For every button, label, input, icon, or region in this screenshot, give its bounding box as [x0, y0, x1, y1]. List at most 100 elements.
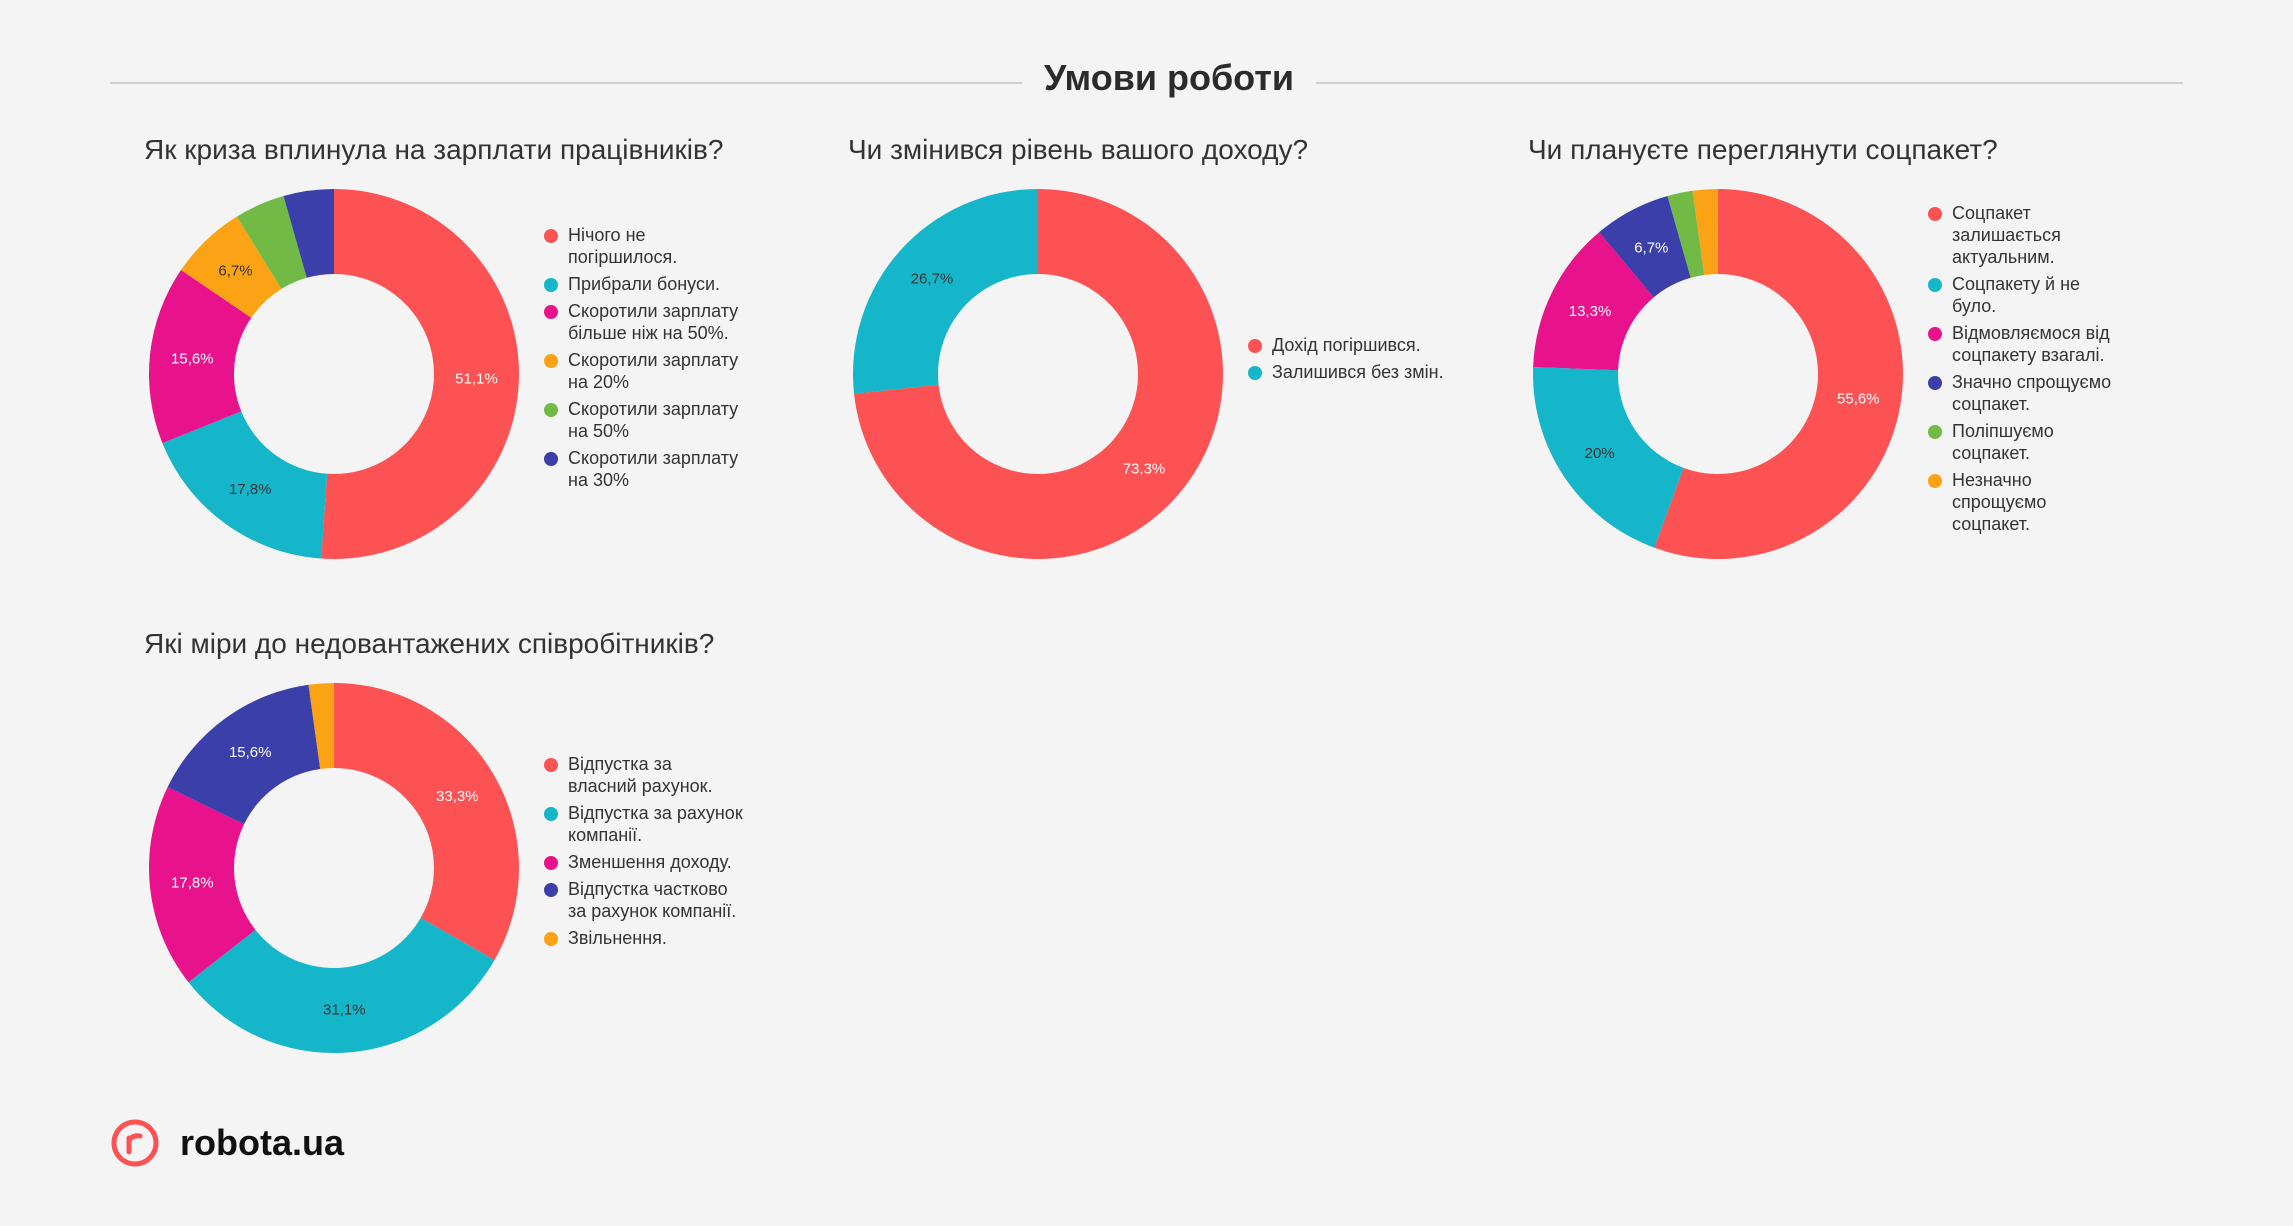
legend-swatch	[1928, 425, 1942, 439]
legend-label: Відмовляємося від соцпакету взагалі.	[1952, 323, 2110, 365]
donut-slice	[321, 189, 519, 559]
brand-name: robota.ua	[180, 1122, 345, 1163]
legend-swatch	[1928, 376, 1942, 390]
slice-value-label: 73,3%	[1123, 461, 1166, 478]
legend-label: Соцпакету й не було.	[1952, 274, 2081, 316]
legend-item: Скоротили зарплату на 50%	[544, 398, 744, 442]
donut-slice	[1692, 189, 1718, 275]
chart-legend: Дохід погіршився. Залишився без змін.	[1248, 334, 1448, 388]
legend-item: Зменшення доходу.	[544, 851, 744, 873]
slice-value-label: 31,1%	[323, 1002, 366, 1019]
donut-slice	[283, 189, 334, 278]
legend-label: Дохід погіршився.	[1272, 335, 1421, 355]
donut-slice	[308, 683, 334, 769]
legend-swatch	[544, 229, 558, 243]
legend-swatch	[544, 452, 558, 466]
donut-chart: 33,3% 31,1% 17,8% 15,6%	[149, 683, 519, 1053]
chart-underloaded-staff: Які міри до недовантажених співробітникі…	[144, 628, 764, 1068]
legend-label: Скоротили зарплату на 50%	[568, 399, 739, 441]
legend-item: Скоротили зарплату більше ніж на 50%.	[544, 300, 744, 344]
slice-value-label: 33,3%	[436, 788, 479, 805]
slice-value-label: 17,8%	[229, 481, 272, 498]
donut-slice	[334, 683, 519, 961]
legend-swatch	[544, 807, 558, 821]
legend-item: Відпустка за власний рахунок.	[544, 753, 744, 797]
donut-slice	[1599, 196, 1691, 298]
legend-label: Залишився без змін.	[1272, 362, 1444, 382]
donut-slice	[1533, 367, 1684, 548]
legend-swatch	[544, 305, 558, 319]
legend-swatch	[544, 856, 558, 870]
donut-slice	[167, 684, 321, 825]
legend-label: Скоротили зарплату на 30%	[568, 448, 739, 490]
legend-label: Прибрали бонуси.	[568, 274, 721, 294]
legend-swatch	[1248, 366, 1262, 380]
legend-item: Скоротили зарплату на 30%	[544, 447, 744, 491]
legend-item: Прибрали бонуси.	[544, 273, 744, 295]
legend-label: Зменшення доходу.	[568, 852, 732, 872]
legend-swatch	[1928, 207, 1942, 221]
legend-swatch	[1928, 474, 1942, 488]
donut-slice	[162, 411, 328, 559]
slice-value-label: 26,7%	[911, 270, 954, 287]
legend-swatch	[1928, 327, 1942, 341]
header-divider-left	[110, 82, 1022, 84]
chart-income-change: Чи змінився рівень вашого доходу? 73,3% 2…	[848, 134, 1488, 574]
slice-value-label: 51,1%	[455, 370, 498, 387]
donut-slice	[853, 189, 1038, 394]
donut-slice	[854, 189, 1223, 559]
slice-value-label: 6,7%	[1634, 240, 1668, 257]
legend-label: Відпустка за рахунок компанії.	[568, 803, 743, 845]
legend-item: Значно спрощуємо соцпакет.	[1928, 371, 2128, 415]
chart-title: Які міри до недовантажених співробітникі…	[144, 628, 715, 659]
donut-slice	[180, 216, 282, 318]
legend-item: Залишився без змін.	[1248, 361, 1448, 383]
legend-item: Соцпакету й не було.	[1928, 273, 2128, 317]
legend-label: Значно спрощуємо соцпакет.	[1952, 372, 2112, 414]
legend-item: Відпустка за рахунок компанії.	[544, 802, 744, 846]
chart-legend: Відпустка за власний рахунок. Відпустка з…	[544, 753, 744, 954]
chart-title: Як криза вплинула на зарплати працівникі…	[144, 134, 724, 165]
page-header: Умови роботи	[110, 48, 2183, 108]
slice-value-label: 15,6%	[171, 350, 214, 367]
donut-slice	[148, 270, 252, 444]
legend-swatch	[544, 883, 558, 897]
donut-chart: 73,3% 26,7%	[853, 189, 1223, 559]
robota-logo-icon	[111, 1119, 159, 1167]
legend-item: Звільнення.	[544, 927, 744, 949]
slice-value-label: 20%	[1585, 445, 1615, 462]
legend-swatch	[544, 278, 558, 292]
legend-item: Скоротили зарплату на 20%	[544, 349, 744, 393]
legend-label: Відпустка за власний рахунок.	[568, 754, 713, 796]
slice-value-label: 17,8%	[171, 875, 214, 892]
legend-label: Скоротили зарплату більше ніж на 50%.	[568, 301, 739, 343]
legend-swatch	[544, 403, 558, 417]
donut-slice	[1667, 190, 1705, 278]
donut-slice	[188, 917, 495, 1053]
legend-swatch	[544, 758, 558, 772]
legend-label: Поліпшуємо соцпакет.	[1952, 421, 2054, 463]
legend-item: Поліпшуємо соцпакет.	[1928, 420, 2128, 464]
legend-swatch	[1248, 339, 1262, 353]
header-divider-right	[1316, 82, 2183, 84]
chart-legend: Соцпакет залишається актуальним. Соцпакет…	[1928, 202, 2128, 540]
page-title: Умови роботи	[1043, 57, 1295, 98]
legend-label: Соцпакет залишається актуальним.	[1952, 203, 2061, 267]
legend-item: Незначно спрощуємо соцпакет.	[1928, 469, 2128, 535]
donut-chart: 55,6% 20% 13,3% 6,7%	[1533, 189, 1903, 559]
slice-value-label: 6,7%	[218, 263, 252, 280]
chart-title: Чи плануєте переглянути соцпакет?	[1528, 134, 1998, 165]
slice-value-label: 15,6%	[229, 744, 272, 761]
legend-label: Скоротили зарплату на 20%	[568, 350, 739, 392]
legend-swatch	[1928, 278, 1942, 292]
donut-slice	[1654, 189, 1903, 559]
legend-item: Відпустка частково за рахунок компанії.	[544, 878, 744, 922]
chart-legend: Нічого не погіршилося. Прибрали бонуси. Ск…	[544, 224, 744, 496]
slice-value-label: 13,3%	[1569, 303, 1612, 320]
chart-social-package: Чи плануєте переглянути соцпакет? 55,6% 2…	[1528, 134, 2148, 574]
legend-label: Відпустка частково за рахунок компанії.	[568, 879, 737, 921]
legend-swatch	[544, 932, 558, 946]
legend-item: Нічого не погіршилося.	[544, 224, 744, 268]
legend-item: Дохід погіршився.	[1248, 334, 1448, 356]
donut-slice	[236, 196, 307, 289]
